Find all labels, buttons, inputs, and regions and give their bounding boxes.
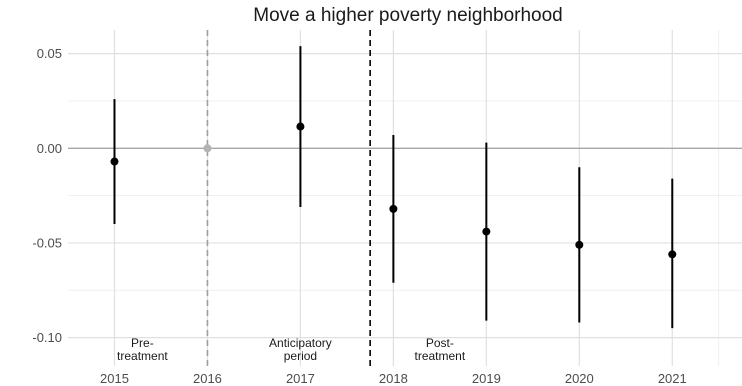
y-tick-label: 0.05 — [37, 46, 62, 61]
reference-lines — [68, 30, 742, 366]
x-tick-label: 2017 — [286, 371, 315, 386]
point-2021 — [668, 250, 677, 259]
y-tick-label: -0.05 — [32, 235, 62, 250]
y-tick-label: -0.10 — [32, 330, 62, 345]
tick-labels: 0.05 0.00 -0.05 -0.10 2015 2016 2017 2018 2019 20… — [32, 46, 686, 386]
period-label-0: treatment — [117, 349, 168, 363]
period-label-1: Anticipatory — [269, 336, 332, 350]
y-tick-label: 0.00 — [37, 141, 62, 156]
period-label-1: period — [284, 349, 317, 363]
point-2019 — [482, 227, 491, 236]
period-label-0: Pre- — [131, 336, 154, 350]
x-tick-label: 2018 — [379, 371, 408, 386]
estimates — [110, 46, 677, 329]
period-label-2: Post- — [426, 336, 454, 350]
point-2017 — [296, 122, 305, 131]
x-tick-label: 2016 — [193, 371, 222, 386]
point-2018 — [389, 204, 398, 213]
gridlines — [68, 30, 742, 366]
period-label-2: treatment — [415, 349, 466, 363]
x-tick-label: 2021 — [658, 371, 687, 386]
x-tick-label: 2019 — [472, 371, 501, 386]
point-2015 — [110, 157, 119, 166]
chart-title: Move a higher poverty neighborhood — [253, 5, 562, 26]
x-tick-label: 2015 — [100, 371, 129, 386]
x-tick-label: 2020 — [565, 371, 594, 386]
point-2016 — [203, 144, 212, 153]
point-2020 — [575, 240, 584, 249]
